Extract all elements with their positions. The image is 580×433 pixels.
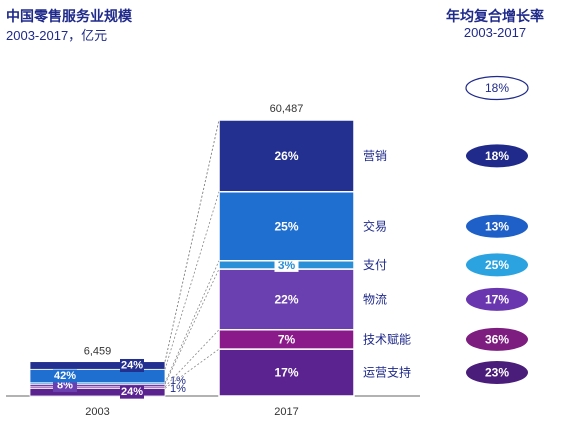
- connector-line: [164, 191, 220, 370]
- cagr-pill: [466, 144, 528, 168]
- cagr-value: 36%: [485, 332, 509, 346]
- bar-2003-营销: [29, 361, 166, 370]
- cagr-value: 18%: [485, 149, 509, 163]
- category-label: 技术赋能: [363, 332, 411, 346]
- category-label: 物流: [363, 292, 387, 306]
- bar-2017-物流: [218, 268, 355, 331]
- data-label-2003-small: 1%: [170, 383, 186, 395]
- data-label-bg: [53, 369, 77, 383]
- bar-2017-营销: [218, 119, 355, 193]
- data-label-bg: [120, 385, 144, 399]
- category-label: 交易: [363, 218, 387, 233]
- bar-2003-运营支持: [29, 387, 166, 397]
- total-label-2003: 6,459: [84, 346, 112, 358]
- cagr-pill: [466, 361, 528, 385]
- cagr-pill: [466, 214, 528, 238]
- data-label-2017: 7%: [278, 332, 296, 346]
- data-label-2017: 22%: [274, 292, 298, 306]
- overall-cagr-value: 18%: [485, 81, 509, 95]
- x-tick-label: 2003: [85, 406, 109, 418]
- connector-line: [164, 329, 220, 388]
- connector-line: [164, 348, 220, 389]
- category-label: 营销: [363, 149, 387, 163]
- cagr-title: 年均复合增长率: [446, 8, 544, 24]
- data-label-2003: 24%: [121, 386, 143, 398]
- category-label: 支付: [363, 258, 387, 272]
- cagr-pill: [466, 327, 528, 351]
- data-label-2017: 25%: [274, 219, 298, 233]
- x-tick-label: 2017: [274, 406, 298, 418]
- connector-line: [164, 260, 220, 383]
- cagr-subtitle: 2003-2017: [463, 25, 527, 40]
- cagr-value: 25%: [485, 258, 509, 272]
- bar-2017-交易: [218, 191, 355, 262]
- data-label-2017: 17%: [274, 366, 298, 380]
- overall-cagr-pill: [465, 75, 529, 101]
- data-label-2003: 24%: [121, 359, 143, 371]
- data-label-2017: 26%: [274, 149, 298, 163]
- bar-2017-运营支持: [218, 348, 355, 397]
- category-label: 运营支持: [363, 365, 411, 380]
- cagr-pill: [466, 253, 528, 277]
- data-label-bg: [120, 358, 144, 372]
- cagr-value: 13%: [485, 219, 509, 233]
- cagr-value: 17%: [485, 292, 509, 306]
- chart-title: 中国零售服务业规模: [6, 8, 132, 24]
- data-label-2003: 42%: [54, 370, 76, 382]
- connector-line: [164, 119, 220, 362]
- total-label-2017: 60,487: [270, 103, 304, 115]
- cagr-value: 23%: [485, 366, 509, 380]
- chart-subtitle: 2003-2017，亿元: [6, 28, 108, 43]
- cagr-pill: [466, 287, 528, 311]
- data-label-2003-small: 1%: [170, 375, 186, 387]
- bar-2003-交易: [29, 368, 166, 384]
- connector-line: [164, 268, 220, 385]
